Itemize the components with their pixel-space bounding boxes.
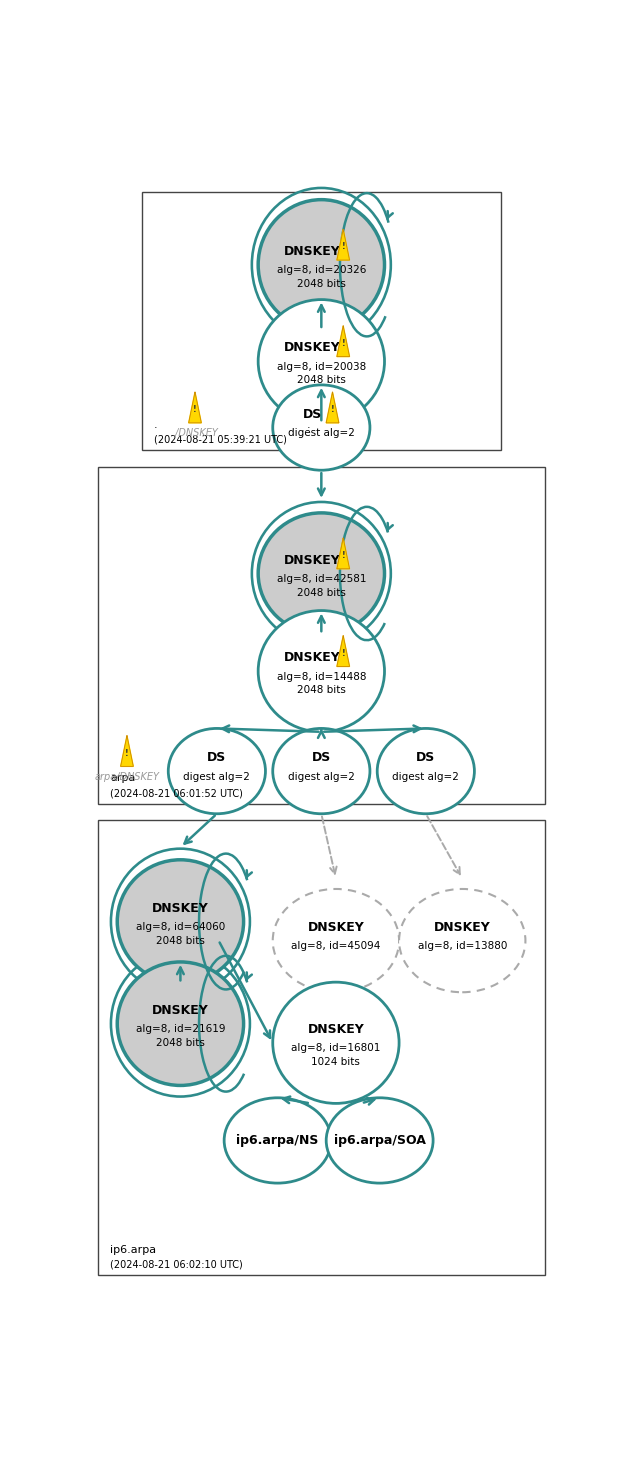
Text: DNSKEY: DNSKEY [307, 920, 364, 933]
Text: !: ! [330, 405, 334, 414]
Polygon shape [337, 229, 349, 260]
Ellipse shape [258, 299, 384, 423]
Text: alg=8, id=64060: alg=8, id=64060 [136, 921, 225, 932]
Text: 2048 bits: 2048 bits [297, 375, 345, 385]
Text: !: ! [341, 551, 345, 560]
Text: ip6.arpa/SOA: ip6.arpa/SOA [334, 1134, 426, 1147]
Text: DNSKEY: DNSKEY [307, 1024, 364, 1035]
Text: 2048 bits: 2048 bits [297, 685, 345, 695]
Text: DS: DS [312, 751, 331, 764]
Text: DNSKEY: DNSKEY [284, 245, 341, 258]
Text: 2048 bits: 2048 bits [297, 278, 345, 289]
Text: ./DNSKEY: ./DNSKEY [172, 429, 218, 439]
Text: 2048 bits: 2048 bits [156, 1038, 205, 1048]
Text: arpa/DNSKEY: arpa/DNSKEY [95, 771, 159, 781]
Text: DNSKEY: DNSKEY [284, 554, 341, 567]
Text: ip6.arpa/NS: ip6.arpa/NS [236, 1134, 319, 1147]
Ellipse shape [377, 729, 475, 814]
Polygon shape [326, 392, 339, 423]
Text: .: . [154, 420, 157, 430]
Text: DNSKEY: DNSKEY [152, 901, 209, 914]
Text: alg=8, id=14488: alg=8, id=14488 [277, 672, 366, 682]
Text: !: ! [341, 242, 345, 251]
Ellipse shape [258, 513, 384, 634]
Polygon shape [337, 636, 349, 666]
Text: (2024-08-21 05:39:21 UTC): (2024-08-21 05:39:21 UTC) [154, 434, 287, 445]
Ellipse shape [273, 889, 399, 993]
Ellipse shape [399, 889, 525, 993]
Bar [142, 192, 501, 451]
Text: (2024-08-21 06:01:52 UTC): (2024-08-21 06:01:52 UTC) [110, 787, 243, 798]
Text: alg=8, id=42581: alg=8, id=42581 [277, 574, 366, 585]
Ellipse shape [258, 611, 384, 732]
Text: digest alg=2: digest alg=2 [288, 429, 355, 439]
Text: 2048 bits: 2048 bits [297, 588, 345, 598]
Polygon shape [337, 538, 349, 569]
Text: 1024 bits: 1024 bits [312, 1057, 361, 1067]
Text: digest alg=2: digest alg=2 [393, 771, 459, 781]
Ellipse shape [273, 983, 399, 1104]
Text: alg=8, id=13880: alg=8, id=13880 [418, 942, 507, 951]
Polygon shape [120, 736, 134, 767]
Text: DS: DS [208, 751, 226, 764]
Text: !: ! [193, 405, 197, 414]
Text: 2048 bits: 2048 bits [156, 936, 205, 946]
Ellipse shape [258, 200, 384, 330]
Text: !: ! [341, 338, 345, 348]
Ellipse shape [117, 962, 244, 1085]
Ellipse shape [224, 1098, 331, 1182]
Ellipse shape [273, 729, 370, 814]
Text: ip6.arpa: ip6.arpa [110, 1245, 156, 1255]
Text: !: ! [125, 749, 129, 758]
Text: arpa: arpa [110, 773, 135, 783]
Text: alg=8, id=21619: alg=8, id=21619 [135, 1025, 225, 1034]
Bar [98, 467, 545, 803]
Text: digest alg=2: digest alg=2 [288, 771, 355, 781]
Text: alg=8, id=16801: alg=8, id=16801 [291, 1044, 381, 1053]
Text: DNSKEY: DNSKEY [152, 1003, 209, 1016]
Ellipse shape [273, 385, 370, 471]
Polygon shape [337, 327, 349, 357]
Polygon shape [189, 392, 201, 423]
Ellipse shape [168, 729, 265, 814]
Text: DNSKEY: DNSKEY [434, 920, 491, 933]
Text: DNSKEY: DNSKEY [284, 652, 341, 665]
Text: alg=8, id=20326: alg=8, id=20326 [277, 265, 366, 276]
Ellipse shape [117, 860, 244, 983]
Text: digest alg=2: digest alg=2 [184, 771, 250, 781]
Text: DS: DS [303, 408, 322, 420]
Text: alg=8, id=20038: alg=8, id=20038 [277, 362, 366, 372]
Text: alg=8, id=45094: alg=8, id=45094 [291, 942, 381, 951]
Bar [98, 821, 545, 1276]
Text: (2024-08-21 06:02:10 UTC): (2024-08-21 06:02:10 UTC) [110, 1260, 243, 1270]
Text: .: . [307, 420, 310, 430]
Text: DS: DS [416, 751, 435, 764]
Ellipse shape [326, 1098, 433, 1182]
Text: DNSKEY: DNSKEY [284, 341, 341, 354]
Text: !: ! [341, 649, 345, 658]
